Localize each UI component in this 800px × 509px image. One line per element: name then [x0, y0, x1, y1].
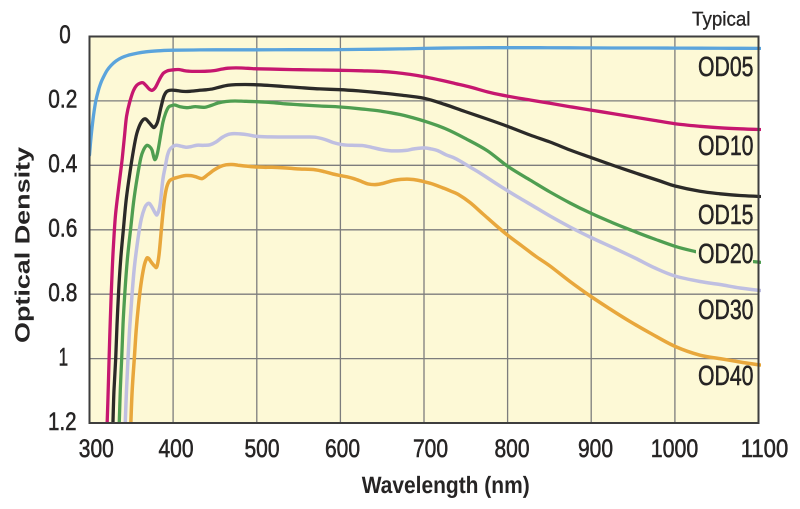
svg-text:OD05: OD05: [698, 51, 754, 82]
svg-text:OD40: OD40: [698, 360, 754, 391]
svg-text:800: 800: [495, 435, 530, 463]
svg-text:OD10: OD10: [698, 130, 754, 161]
svg-text:300: 300: [79, 435, 114, 463]
svg-text:1.2: 1.2: [48, 408, 77, 436]
svg-text:1: 1: [59, 343, 69, 371]
svg-text:OD30: OD30: [698, 294, 754, 325]
svg-text:0.6: 0.6: [48, 214, 77, 242]
svg-text:900: 900: [578, 435, 613, 463]
svg-text:0: 0: [59, 21, 71, 49]
svg-text:700: 700: [413, 435, 448, 463]
svg-text:Typical: Typical: [692, 9, 751, 31]
svg-text:Optical Density: Optical Density: [11, 146, 34, 343]
svg-text:OD20: OD20: [698, 238, 754, 269]
svg-text:0.4: 0.4: [48, 150, 77, 178]
svg-text:1000: 1000: [651, 435, 699, 463]
svg-text:0.2: 0.2: [48, 85, 77, 113]
svg-text:Wavelength (nm): Wavelength (nm): [362, 473, 530, 499]
svg-text:500: 500: [245, 435, 280, 463]
svg-text:400: 400: [159, 435, 194, 463]
svg-text:OD15: OD15: [698, 199, 754, 230]
svg-text:1100: 1100: [741, 435, 789, 463]
svg-text:0.8: 0.8: [48, 279, 77, 307]
svg-text:600: 600: [325, 435, 360, 463]
